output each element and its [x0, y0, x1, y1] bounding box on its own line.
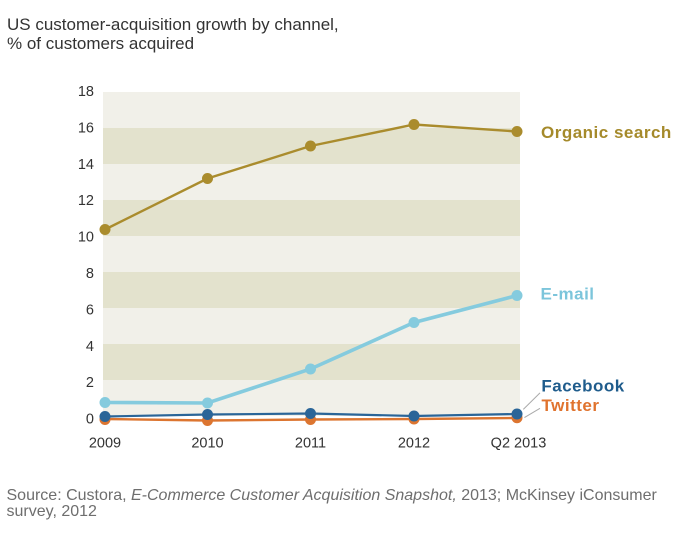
svg-text:2012: 2012: [398, 436, 430, 452]
svg-text:Q2 2013: Q2 2013: [491, 436, 547, 452]
svg-text:18: 18: [78, 84, 94, 100]
svg-text:2009: 2009: [89, 436, 121, 452]
svg-text:Source: Custora, E-Commerce Cu: Source: Custora, E-Commerce Customer Acq…: [7, 487, 658, 504]
svg-text:Organic search: Organic search: [541, 123, 672, 142]
svg-text:2011: 2011: [295, 436, 326, 452]
svg-text:12: 12: [78, 193, 94, 209]
svg-text:0: 0: [86, 412, 94, 428]
svg-text:E-mail: E-mail: [541, 285, 595, 304]
svg-text:10: 10: [78, 230, 94, 246]
svg-text:% of customers acquired: % of customers acquired: [7, 34, 194, 53]
svg-text:8: 8: [86, 266, 94, 282]
svg-text:2010: 2010: [191, 436, 223, 452]
svg-text:Facebook: Facebook: [541, 376, 624, 395]
svg-text:Twitter: Twitter: [542, 396, 600, 415]
svg-text:2: 2: [86, 375, 94, 391]
svg-text:4: 4: [86, 339, 94, 355]
svg-text:6: 6: [86, 302, 94, 318]
svg-text:14: 14: [78, 157, 94, 173]
svg-text:survey, 2012: survey, 2012: [7, 503, 98, 520]
svg-text:16: 16: [78, 120, 94, 136]
svg-text:US customer-acquisition growth: US customer-acquisition growth by channe…: [7, 15, 339, 34]
